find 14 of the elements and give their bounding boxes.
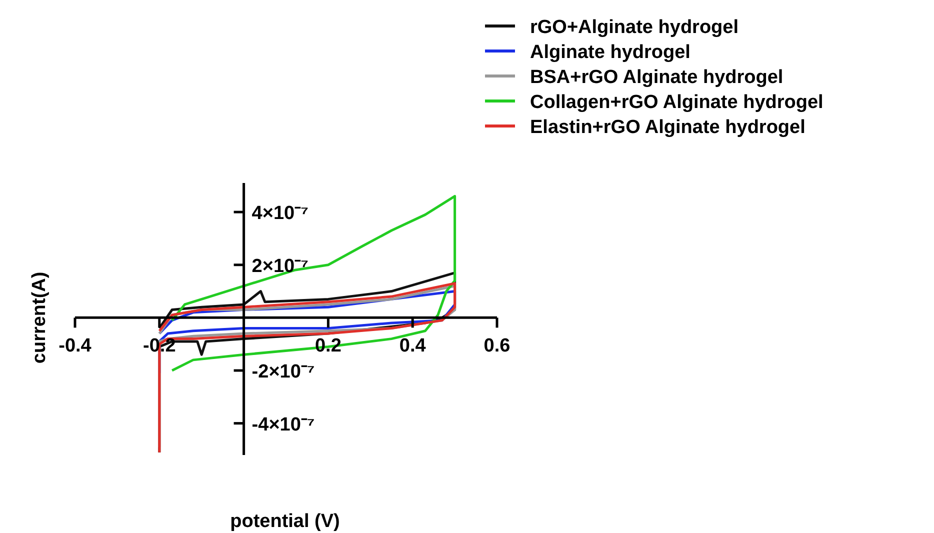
legend-label: Collagen+rGO Alginate hydrogel [530, 92, 824, 113]
legend-label: BSA+rGO Alginate hydrogel [530, 67, 784, 88]
x-tick-label: 0.4 [399, 336, 426, 357]
legend-label: Alginate hydrogel [530, 42, 690, 63]
x-axis-title: potential (V) [230, 511, 340, 532]
legend-label: Elastin+rGO Alginate hydrogel [530, 117, 806, 138]
y-tick-label: -2×10⁻⁷ [252, 361, 315, 382]
legend-label: rGO+Alginate hydrogel [530, 17, 739, 38]
y-tick-label: -4×10⁻⁷ [252, 414, 315, 436]
x-tick-label: 0.6 [484, 336, 510, 357]
y-axis-title: current(A) [29, 272, 50, 364]
y-tick-label: 2×10⁻⁷ [252, 256, 309, 277]
x-tick-label: -0.4 [58, 336, 92, 357]
y-tick-label: 4×10⁻⁷ [252, 203, 309, 224]
